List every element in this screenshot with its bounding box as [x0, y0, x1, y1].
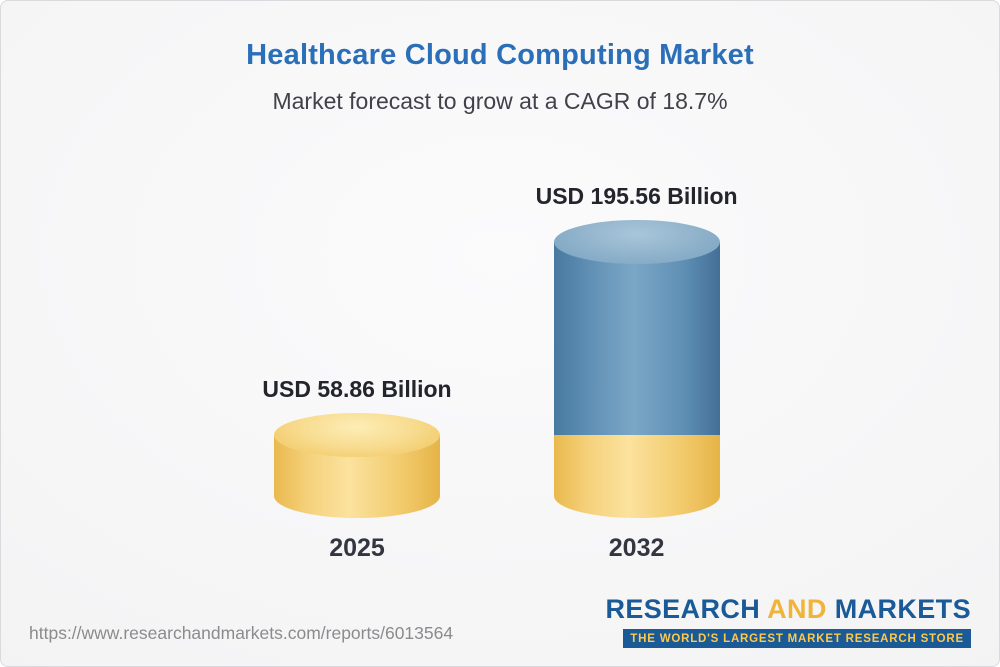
- cylinder-2025: [274, 413, 440, 518]
- year-label-2032: 2032: [608, 534, 665, 562]
- logo-word-markets: MARKETS: [834, 594, 971, 624]
- bar-2025: USD 58.86 Billion 2025: [262, 376, 451, 563]
- logo-tagline: THE WORLD'S LARGEST MARKET RESEARCH STOR…: [623, 629, 971, 648]
- chart-subtitle: Market forecast to grow at a CAGR of 18.…: [272, 88, 728, 114]
- logo-word-research: RESEARCH: [605, 594, 761, 624]
- bar-chart: USD 58.86 Billion 2025 USD 195.56 Billio…: [1, 183, 999, 563]
- cylinder-2032-growth-segment: [553, 242, 720, 435]
- bar-2032: USD 195.56 Billion 2032: [536, 183, 738, 563]
- logo-wordmark: RESEARCH AND MARKETS: [605, 594, 971, 625]
- cylinder-2032-cap: [553, 220, 720, 264]
- value-label-2032: USD 195.56 Billion: [535, 183, 738, 209]
- footer: https://www.researchandmarkets.com/repor…: [1, 594, 999, 666]
- cylinder-2032-base-segment: [553, 435, 720, 518]
- cylinder-2025-cap: [274, 413, 440, 457]
- chart-title: Healthcare Cloud Computing Market: [246, 39, 754, 71]
- cylinder-2032: [553, 220, 720, 518]
- year-label-2025: 2025: [329, 534, 385, 562]
- report-url: https://www.researchandmarkets.com/repor…: [29, 623, 454, 643]
- value-label-2025: USD 58.86 Billion: [262, 376, 452, 402]
- research-and-markets-logo: RESEARCH AND MARKETS THE WORLD'S LARGEST…: [605, 594, 971, 648]
- logo-word-and: AND: [767, 594, 827, 624]
